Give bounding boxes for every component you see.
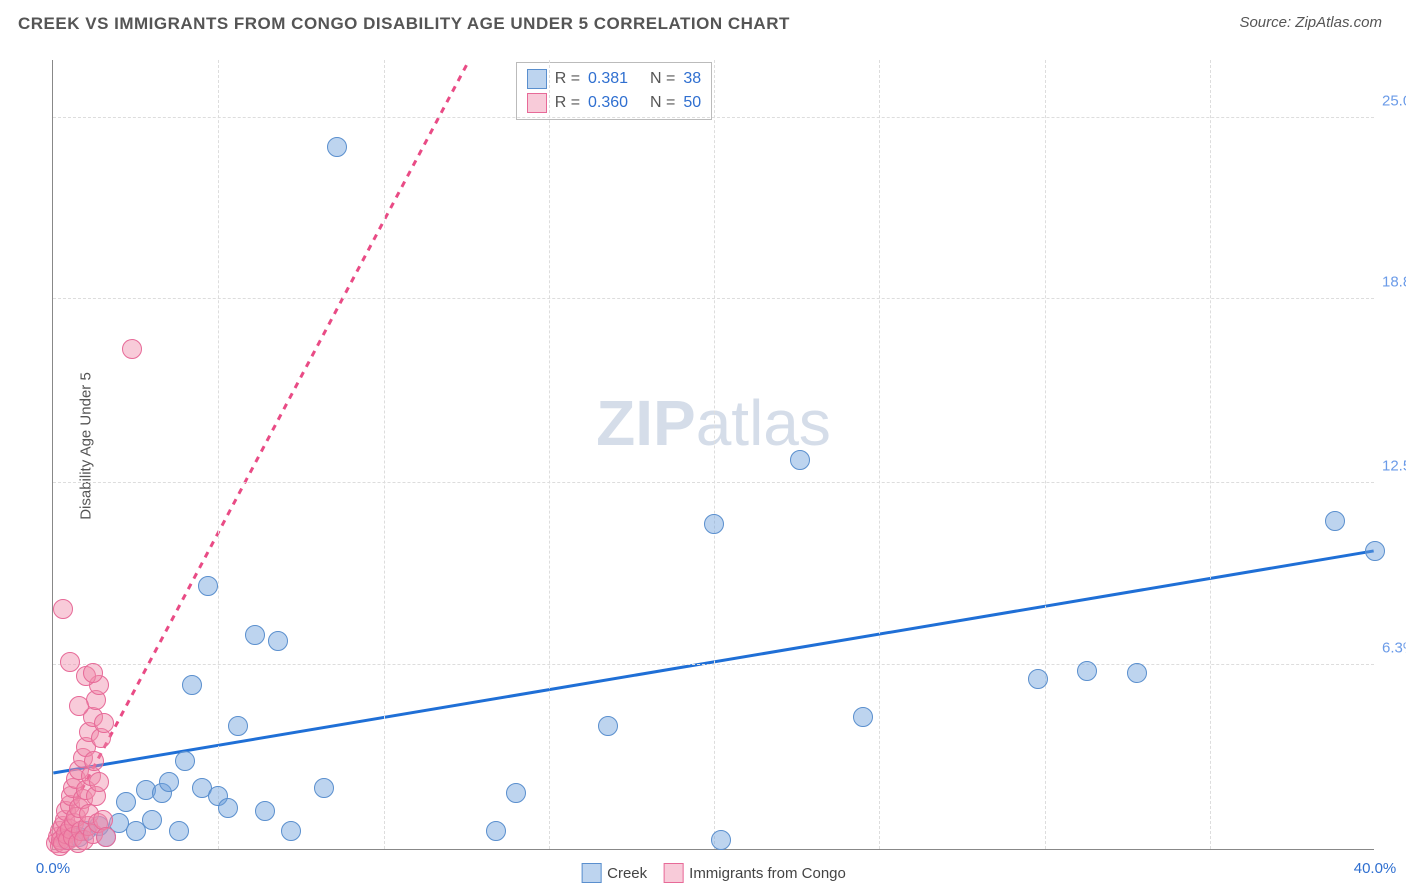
data-point-creek: [790, 450, 810, 470]
data-point-creek: [116, 792, 136, 812]
y-tick-label: 6.3%: [1376, 639, 1406, 656]
data-point-creek: [228, 716, 248, 736]
data-point-creek: [268, 631, 288, 651]
gridline-vertical: [1045, 60, 1046, 849]
data-point-creek: [281, 821, 301, 841]
data-point-creek: [506, 783, 526, 803]
data-point-creek: [245, 625, 265, 645]
legend-swatch-creek: [581, 863, 601, 883]
gridline-vertical: [1210, 60, 1211, 849]
legend-row-congo: R = 0.360 N = 50: [527, 91, 701, 115]
legend-n-label: N =: [650, 67, 675, 91]
trend-line-congo: [53, 60, 469, 843]
gridline-vertical: [384, 60, 385, 849]
y-tick-label: 25.0%: [1376, 92, 1406, 109]
legend-label-creek: Creek: [607, 865, 647, 882]
y-tick-label: 12.5%: [1376, 458, 1406, 475]
data-point-creek: [198, 576, 218, 596]
data-point-creek: [218, 798, 238, 818]
legend-r-label: R =: [555, 91, 580, 115]
data-point-creek: [1325, 511, 1345, 531]
data-point-creek: [182, 675, 202, 695]
correlation-legend: R = 0.381 N = 38 R = 0.360 N = 50: [516, 62, 712, 120]
series-legend: Creek Immigrants from Congo: [581, 863, 846, 883]
y-tick-label: 18.8%: [1376, 273, 1406, 290]
legend-r-value: 0.381: [588, 67, 642, 91]
data-point-congo: [89, 772, 109, 792]
data-point-congo: [69, 696, 89, 716]
data-point-creek: [142, 810, 162, 830]
data-point-congo: [60, 652, 80, 672]
x-tick-label: 40.0%: [1354, 860, 1397, 877]
legend-label-congo: Immigrants from Congo: [689, 865, 846, 882]
data-point-creek: [255, 801, 275, 821]
data-point-congo: [83, 663, 103, 683]
chart-title: CREEK VS IMMIGRANTS FROM CONGO DISABILIT…: [18, 14, 790, 34]
data-point-congo: [53, 599, 73, 619]
legend-swatch-congo: [663, 863, 683, 883]
legend-swatch-congo-icon: [527, 93, 547, 113]
data-point-creek: [711, 830, 731, 850]
data-point-congo: [96, 827, 116, 847]
scatter-plot-area: ZIPatlas R =0.381N =38R =0.360N =50 Cree…: [52, 60, 1374, 850]
data-point-creek: [314, 778, 334, 798]
data-point-creek: [486, 821, 506, 841]
data-point-creek: [598, 716, 618, 736]
data-point-creek: [1077, 661, 1097, 681]
gridline-vertical: [549, 60, 550, 849]
data-point-creek: [853, 707, 873, 727]
gridline-vertical: [714, 60, 715, 849]
data-point-creek: [704, 514, 724, 534]
data-point-congo: [122, 339, 142, 359]
legend-n-value: 50: [683, 91, 701, 115]
legend-row-creek: R = 0.381 N = 38: [527, 67, 701, 91]
data-point-creek: [1127, 663, 1147, 683]
gridline-vertical: [218, 60, 219, 849]
legend-r-value: 0.360: [588, 91, 642, 115]
data-point-creek: [327, 137, 347, 157]
legend-n-label: N =: [650, 91, 675, 115]
gridline-vertical: [879, 60, 880, 849]
legend-r-label: R =: [555, 67, 580, 91]
data-point-creek: [169, 821, 189, 841]
data-point-congo: [94, 713, 114, 733]
data-point-creek: [159, 772, 179, 792]
data-point-creek: [1365, 541, 1385, 561]
legend-n-value: 38: [683, 67, 701, 91]
x-tick-label: 0.0%: [36, 860, 70, 877]
legend-item-congo: Immigrants from Congo: [663, 863, 846, 883]
legend-swatch-creek-icon: [527, 69, 547, 89]
data-point-creek: [175, 751, 195, 771]
legend-item-creek: Creek: [581, 863, 647, 883]
data-point-congo: [84, 751, 104, 771]
data-point-creek: [1028, 669, 1048, 689]
source-attribution: Source: ZipAtlas.com: [1239, 14, 1382, 31]
